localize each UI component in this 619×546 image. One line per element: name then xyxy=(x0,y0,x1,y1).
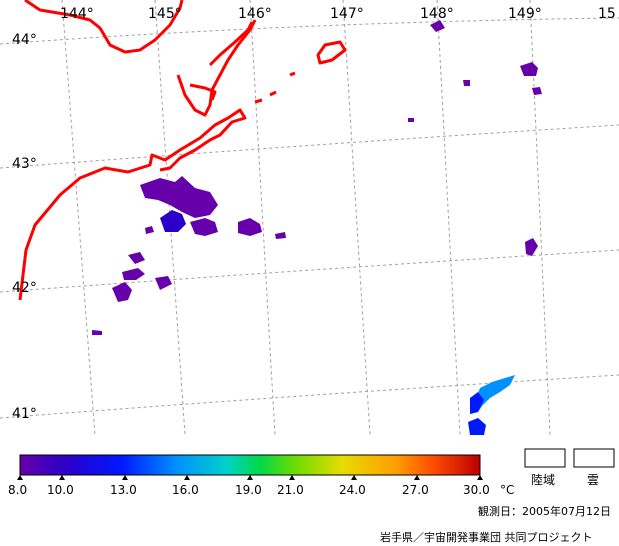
tick-label-10: 10.0 xyxy=(47,483,74,497)
tick-label-24: 24.0 xyxy=(339,483,366,497)
meridian-146 xyxy=(249,0,276,436)
credit-text: 岩手県／宇宙開発事業団 共同プロジェクト xyxy=(380,530,593,544)
tick-label-13: 13.0 xyxy=(110,483,137,497)
lat-label-44: 44° xyxy=(12,32,37,48)
land-swatch xyxy=(524,448,566,468)
sst-patch-cool-south xyxy=(468,392,486,435)
cloud-swatch xyxy=(573,448,615,468)
habomai-2 xyxy=(269,90,277,97)
hokkaido-coast xyxy=(18,108,247,301)
meridian-147 xyxy=(342,0,371,436)
tick-label-30: 30.0 xyxy=(463,483,490,497)
coastline xyxy=(18,0,347,301)
sst-patch-warm-south xyxy=(472,375,515,412)
tick-label-16: 16.0 xyxy=(172,483,199,497)
lat-label-41: 41° xyxy=(12,406,37,422)
parallel-41 xyxy=(0,374,619,419)
tick-label-8: 8.0 xyxy=(8,483,27,497)
land-label: 陸域 xyxy=(531,473,555,487)
lon-label-150: 15 xyxy=(598,6,616,22)
parallel-44 xyxy=(0,17,619,45)
north-coast xyxy=(24,0,184,54)
lon-label-148: 148° xyxy=(420,6,454,22)
latitude-labels: 44° 43° 42° 41° xyxy=(12,32,37,422)
observation-date: 観測日：2005年07月12日 xyxy=(478,504,611,518)
color-scale-bar xyxy=(19,454,481,476)
tick-label-27: 27.0 xyxy=(402,483,429,497)
tick-label-21: 21.0 xyxy=(277,483,304,497)
sst-patches xyxy=(92,20,542,435)
sst-cluster-west xyxy=(92,176,286,335)
meridian-148 xyxy=(436,0,461,436)
lon-label-145: 145° xyxy=(148,6,182,22)
legend: 8.0 10.0 13.0 16.0 19.0 21.0 24.0 27.0 3… xyxy=(8,448,615,497)
lon-label-144: 144° xyxy=(60,6,94,22)
lon-label-149: 149° xyxy=(508,6,542,22)
lon-label-147: 147° xyxy=(330,6,364,22)
parallel-43 xyxy=(0,124,619,169)
tick-marks xyxy=(17,475,483,480)
unit-label: °C xyxy=(500,483,514,497)
kunashiri xyxy=(208,21,254,67)
longitude-labels: 144° 145° 146° 147° 148° 149° 15 xyxy=(60,6,616,22)
sst-cluster-east xyxy=(408,20,542,256)
habomai-1 xyxy=(254,98,263,104)
lon-label-146: 146° xyxy=(238,6,272,22)
sst-patch-cold-west xyxy=(160,210,186,232)
cloud-label: 雲 xyxy=(587,473,599,487)
lat-label-43: 43° xyxy=(12,156,37,172)
nemuro xyxy=(189,83,217,101)
tick-label-19: 19.0 xyxy=(235,483,262,497)
habomai-3 xyxy=(289,71,296,77)
parallel-42 xyxy=(0,249,619,293)
shikotan xyxy=(316,40,347,65)
meridian-144 xyxy=(61,0,96,436)
lat-label-42: 42° xyxy=(12,280,37,296)
